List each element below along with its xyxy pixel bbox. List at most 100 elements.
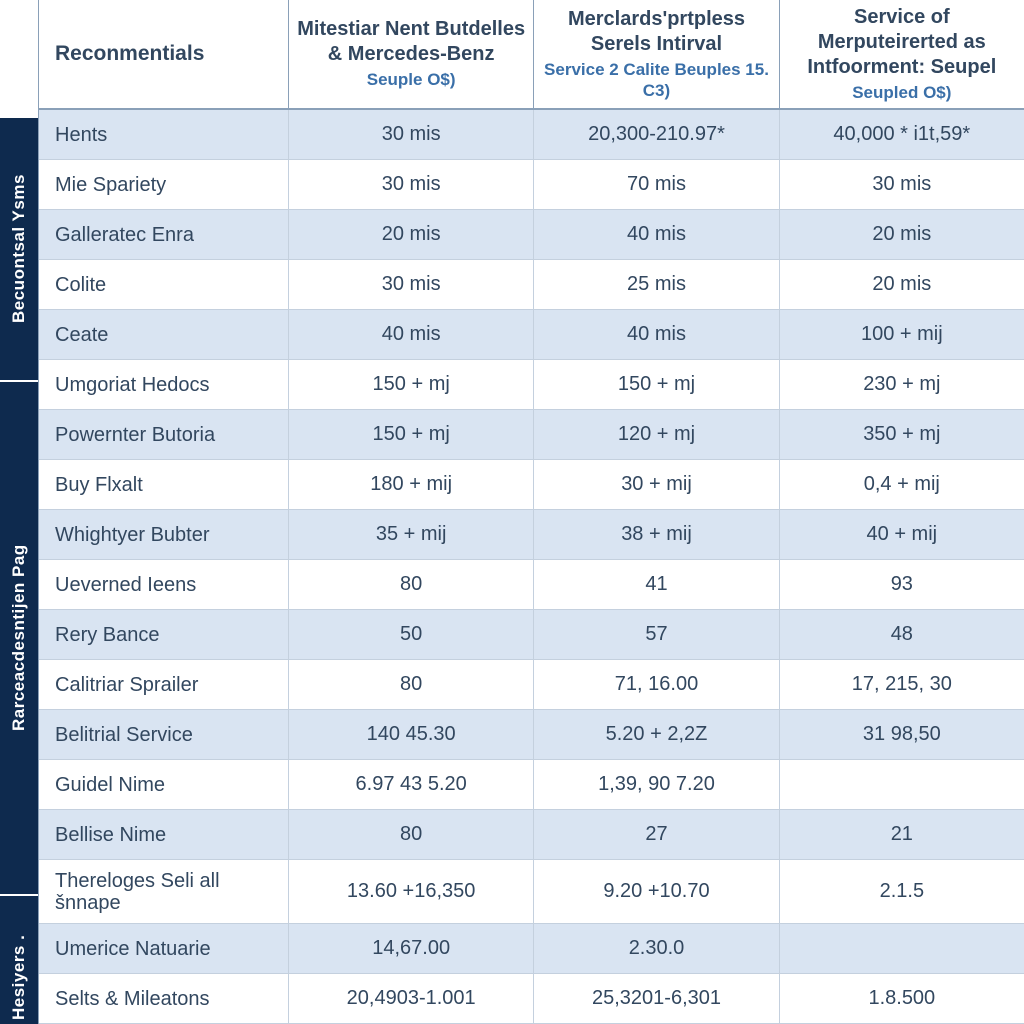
table: Reconmentials Mitestiar Nent Butdelles &… bbox=[38, 0, 1024, 1024]
table-row: Ueverned Ieens804193 bbox=[39, 560, 1024, 610]
table-row: Thereloges Seli all šnnape13.60 +16,3509… bbox=[39, 860, 1024, 924]
row-label: Buy Flxalt bbox=[39, 460, 289, 510]
sidebar-spacer bbox=[0, 0, 38, 118]
row-value: 17, 215, 30 bbox=[780, 660, 1024, 710]
row-value: 140 45.30 bbox=[289, 710, 534, 760]
row-value: 93 bbox=[780, 560, 1024, 610]
row-value: 30 mis bbox=[289, 110, 534, 160]
table-row: Calitriar Sprailer8071, 16.0017, 215, 30 bbox=[39, 660, 1024, 710]
table-row: Whightyer Bubter35 + mij38 + mij40 + mij bbox=[39, 510, 1024, 560]
row-value: 20 mis bbox=[289, 210, 534, 260]
column-header-sub: Seupled O$) bbox=[852, 82, 951, 103]
row-value: 30 mis bbox=[780, 160, 1024, 210]
row-value: 70 mis bbox=[534, 160, 779, 210]
row-value: 2.30.0 bbox=[534, 924, 779, 974]
row-value: 0,4 + mij bbox=[780, 460, 1024, 510]
row-value: 5.20 + 2,2Z bbox=[534, 710, 779, 760]
table-body: Hents30 mis20,300-210.97*40,000 * i1t,59… bbox=[39, 110, 1024, 1024]
column-header-title: Mitestiar Nent Butdelles & Mercedes-Benz bbox=[297, 17, 525, 67]
column-header-title: Merclards'prtpless Serels Intirval bbox=[542, 7, 770, 57]
row-value: 30 mis bbox=[289, 160, 534, 210]
row-group-label: Rarceacdesntijen Pag bbox=[0, 382, 38, 896]
row-value: 38 + mij bbox=[534, 510, 779, 560]
table-row: Powernter Butoria150 + mj120 + mj350 + m… bbox=[39, 410, 1024, 460]
row-value: 31 98,50 bbox=[780, 710, 1024, 760]
table-row: Selts & Mileatons20,4903-1.00125,3201-6,… bbox=[39, 974, 1024, 1024]
row-value: 150 + mj bbox=[289, 410, 534, 460]
row-label: Umerice Natuarie bbox=[39, 924, 289, 974]
row-value: 2.1.5 bbox=[780, 860, 1024, 924]
row-value: 180 + mij bbox=[289, 460, 534, 510]
row-value: 40,000 * i1t,59* bbox=[780, 110, 1024, 160]
row-value: 150 + mj bbox=[289, 360, 534, 410]
row-label: Hents bbox=[39, 110, 289, 160]
row-value: 41 bbox=[534, 560, 779, 610]
row-value: 27 bbox=[534, 810, 779, 860]
row-label: Belitrial Service bbox=[39, 710, 289, 760]
column-header: Service of Merputeirerted as Intfoorment… bbox=[780, 0, 1024, 110]
row-value: 80 bbox=[289, 560, 534, 610]
table-row: Colite30 mis25 mis20 mis bbox=[39, 260, 1024, 310]
row-value: 1,39, 90 7.20 bbox=[534, 760, 779, 810]
row-value: 14,67.00 bbox=[289, 924, 534, 974]
column-header-sub: Seuple O$) bbox=[367, 69, 456, 90]
column-header-title: Reconmentials bbox=[55, 42, 204, 65]
row-label: Thereloges Seli all šnnape bbox=[39, 860, 289, 924]
row-value: 80 bbox=[289, 660, 534, 710]
row-label: Colite bbox=[39, 260, 289, 310]
row-value: 30 mis bbox=[289, 260, 534, 310]
row-value: 100 + mij bbox=[780, 310, 1024, 360]
row-value: 6.97 43 5.20 bbox=[289, 760, 534, 810]
row-label: Ceate bbox=[39, 310, 289, 360]
row-label: Guidel Nime bbox=[39, 760, 289, 810]
row-value: 20 mis bbox=[780, 260, 1024, 310]
row-label: Umgoriat Hedocs bbox=[39, 360, 289, 410]
row-value: 20 mis bbox=[780, 210, 1024, 260]
service-interval-table: Becuontsal Ysms Rarceacdesntijen Pag Hes… bbox=[0, 0, 1024, 1024]
row-value: 9.20 +10.70 bbox=[534, 860, 779, 924]
row-value: 1.8.500 bbox=[780, 974, 1024, 1024]
column-header: Reconmentials bbox=[39, 0, 289, 110]
row-label: Selts & Mileatons bbox=[39, 974, 289, 1024]
row-value: 71, 16.00 bbox=[534, 660, 779, 710]
row-label: Bellise Nime bbox=[39, 810, 289, 860]
column-header-title: Service of Merputeirerted as Intfoorment… bbox=[788, 5, 1016, 80]
column-header: Mitestiar Nent Butdelles & Mercedes-Benz… bbox=[289, 0, 534, 110]
row-value bbox=[780, 760, 1024, 810]
row-value: 57 bbox=[534, 610, 779, 660]
row-value: 25 mis bbox=[534, 260, 779, 310]
row-value: 80 bbox=[289, 810, 534, 860]
table-row: Buy Flxalt180 + mij30 + mij0,4 + mij bbox=[39, 460, 1024, 510]
row-value: 25,3201-6,301 bbox=[534, 974, 779, 1024]
table-row: Guidel Nime6.97 43 5.201,39, 90 7.20 bbox=[39, 760, 1024, 810]
row-value: 40 + mij bbox=[780, 510, 1024, 560]
row-label: Calitriar Sprailer bbox=[39, 660, 289, 710]
row-value: 350 + mj bbox=[780, 410, 1024, 460]
table-row: Ceate40 mis40 mis100 + mij bbox=[39, 310, 1024, 360]
table-row: Rery Bance505748 bbox=[39, 610, 1024, 660]
row-value: 120 + mj bbox=[534, 410, 779, 460]
table-row: Bellise Nime802721 bbox=[39, 810, 1024, 860]
row-value: 230 + mj bbox=[780, 360, 1024, 410]
row-label: Powernter Butoria bbox=[39, 410, 289, 460]
row-label: Ueverned Ieens bbox=[39, 560, 289, 610]
table-header-row: Reconmentials Mitestiar Nent Butdelles &… bbox=[39, 0, 1024, 110]
row-value: 21 bbox=[780, 810, 1024, 860]
row-value: 40 mis bbox=[534, 310, 779, 360]
row-value: 40 mis bbox=[534, 210, 779, 260]
row-label: Galleratec Enra bbox=[39, 210, 289, 260]
table-row: Belitrial Service140 45.305.20 + 2,2Z31 … bbox=[39, 710, 1024, 760]
row-group-sidebar: Becuontsal Ysms Rarceacdesntijen Pag Hes… bbox=[0, 0, 38, 1024]
row-group-label: Becuontsal Ysms bbox=[0, 118, 38, 382]
row-group-label: Hesiyers . bbox=[0, 896, 38, 1024]
row-value: 48 bbox=[780, 610, 1024, 660]
row-label: Mie Spariety bbox=[39, 160, 289, 210]
row-value bbox=[780, 924, 1024, 974]
table-row: Mie Spariety30 mis70 mis30 mis bbox=[39, 160, 1024, 210]
row-label: Whightyer Bubter bbox=[39, 510, 289, 560]
row-value: 20,4903-1.001 bbox=[289, 974, 534, 1024]
row-value: 150 + mj bbox=[534, 360, 779, 410]
table-row: Umgoriat Hedocs150 + mj150 + mj230 + mj bbox=[39, 360, 1024, 410]
column-header: Merclards'prtpless Serels Intirval Servi… bbox=[534, 0, 779, 110]
row-value: 13.60 +16,350 bbox=[289, 860, 534, 924]
